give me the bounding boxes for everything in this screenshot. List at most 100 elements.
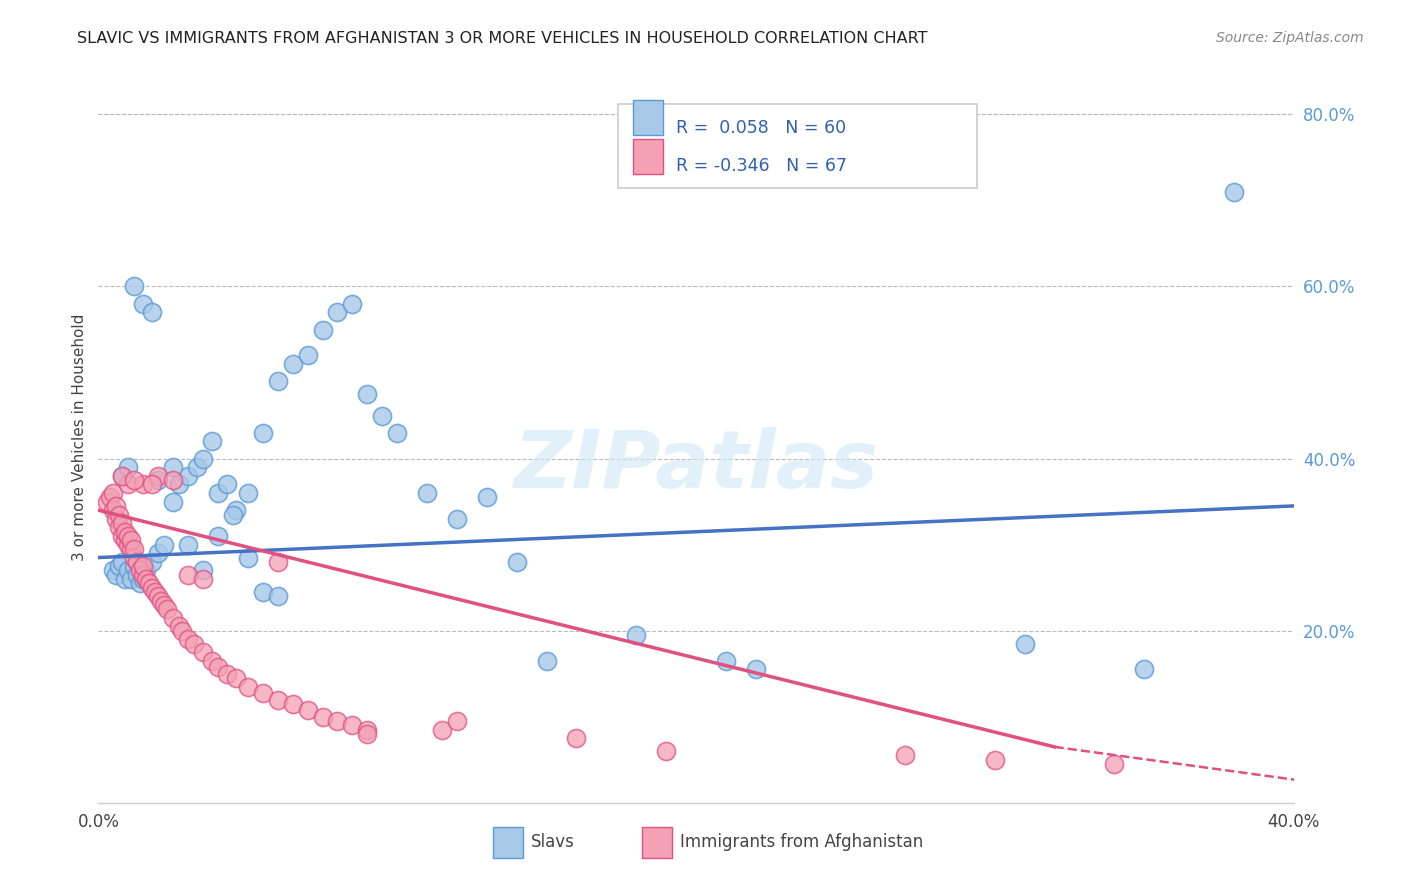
Point [267,555,290,569]
Point [135,564,157,578]
Point [281,357,304,371]
Point [108,520,131,534]
Point [129,576,152,591]
Point [156,602,179,616]
Point [252,425,274,440]
Point [141,305,163,319]
Point [506,555,529,569]
Bar [643,827,672,858]
Point [215,666,238,681]
Point [236,680,259,694]
Point [177,468,200,483]
Text: Immigrants from Afghanistan: Immigrants from Afghanistan [681,833,924,851]
Point [1014,637,1036,651]
Point [252,686,274,700]
Point [111,529,134,543]
Point [236,486,259,500]
Point [124,541,146,556]
Point [356,727,378,741]
Point [267,692,290,706]
Point [111,555,134,569]
Point [124,550,146,565]
Point [191,572,214,586]
Point [1104,757,1126,772]
Point [252,585,274,599]
Point [141,581,163,595]
Point [446,714,468,728]
Point [132,572,155,586]
Point [127,555,149,569]
Point [984,753,1007,767]
Point [267,374,290,388]
Point [138,576,160,591]
Point [141,477,163,491]
Point [105,512,128,526]
Point [96,494,118,508]
Point [714,654,737,668]
Point [132,567,155,582]
Bar [494,827,523,858]
Point [148,589,170,603]
Point [105,567,128,582]
Point [1133,662,1156,676]
Point [745,662,768,676]
Point [430,723,453,737]
Point [446,512,468,526]
Point [191,564,214,578]
Point [222,508,245,522]
Point [127,567,149,582]
Point [148,468,170,483]
Point [416,486,439,500]
Point [536,654,558,668]
Point [153,598,176,612]
Point [177,632,200,647]
Point [114,533,136,548]
Point [475,491,498,505]
Point [129,564,152,578]
Point [117,529,139,543]
Point [117,460,139,475]
Point [132,477,155,491]
Bar [633,138,662,174]
Point [311,710,333,724]
Point [117,564,139,578]
Point [141,555,163,569]
Point [236,550,259,565]
Text: Slavs: Slavs [531,833,575,851]
Point [326,305,349,319]
Point [297,348,319,362]
Point [132,559,155,574]
Point [207,660,229,674]
Point [150,593,173,607]
Point [98,491,122,505]
Point [385,425,409,440]
Point [162,460,184,475]
Point [371,409,394,423]
Point [148,546,170,560]
Point [103,486,125,500]
Point [162,473,184,487]
Text: ZIPatlas: ZIPatlas [513,427,879,506]
Bar [633,100,662,135]
Y-axis label: 3 or more Vehicles in Household: 3 or more Vehicles in Household [72,313,87,561]
Point [105,499,128,513]
Point [225,503,247,517]
Point [167,477,190,491]
Point [177,538,200,552]
Point [297,703,319,717]
Text: R =  0.058   N = 60: R = 0.058 N = 60 [676,120,846,137]
Text: R = -0.346   N = 67: R = -0.346 N = 67 [676,158,846,176]
Point [191,451,214,466]
Point [191,645,214,659]
Point [894,748,917,763]
Point [124,559,146,574]
Point [120,533,142,548]
Point [655,744,678,758]
Point [356,723,378,737]
Point [225,671,247,685]
Point [201,654,224,668]
Point [207,529,229,543]
Text: SLAVIC VS IMMIGRANTS FROM AFGHANISTAN 3 OR MORE VEHICLES IN HOUSEHOLD CORRELATIO: SLAVIC VS IMMIGRANTS FROM AFGHANISTAN 3 … [77,31,928,46]
Point [120,572,142,586]
Point [135,572,157,586]
